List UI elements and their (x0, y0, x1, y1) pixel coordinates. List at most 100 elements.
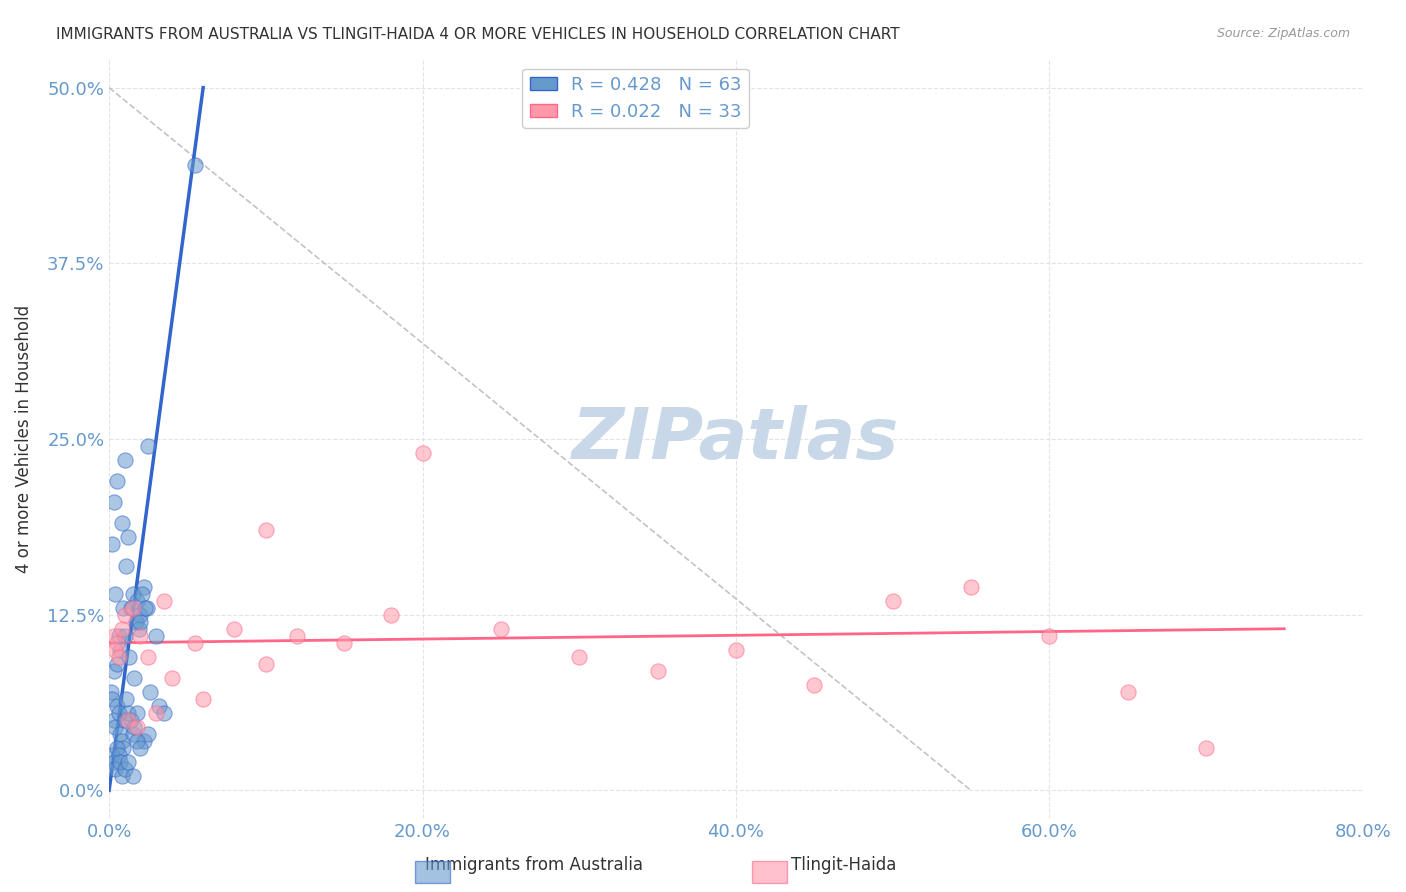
Point (117, 713, 139, 727)
Text: Source: ZipAtlas.com: Source: ZipAtlas.com (1216, 27, 1350, 40)
Point (108, 756, 131, 770)
Point (254, 657, 277, 671)
Text: IMMIGRANTS FROM AUSTRALIA VS TLINGIT-HAIDA 4 OR MORE VEHICLES IN HOUSEHOLD CORRE: IMMIGRANTS FROM AUSTRALIA VS TLINGIT-HAI… (56, 27, 900, 42)
Text: ZIPatlas: ZIPatlas (572, 405, 900, 474)
Point (121, 586, 143, 600)
Point (117, 706, 139, 720)
Point (136, 649, 159, 664)
Point (647, 664, 669, 678)
Point (105, 657, 128, 671)
Point (105, 699, 128, 714)
Point (104, 720, 127, 734)
Point (333, 636, 356, 650)
Point (120, 713, 142, 727)
Point (107, 748, 129, 763)
Point (129, 607, 152, 622)
Point (122, 720, 145, 734)
Point (380, 607, 402, 622)
Point (121, 769, 143, 783)
Point (105, 741, 128, 756)
Point (104, 762, 127, 776)
Point (184, 636, 207, 650)
Point (132, 734, 155, 748)
Point (104, 586, 127, 600)
Point (103, 664, 125, 678)
Point (568, 649, 591, 664)
Point (120, 600, 142, 615)
Point (121, 600, 143, 615)
Point (160, 671, 183, 685)
Point (153, 706, 176, 720)
Point (1116, 685, 1139, 699)
Point (136, 439, 159, 453)
Point (145, 629, 167, 643)
Point (127, 593, 149, 607)
Point (136, 727, 159, 741)
Point (139, 685, 162, 699)
Point (103, 495, 125, 509)
Point (129, 629, 152, 643)
Point (103, 756, 125, 770)
Point (127, 706, 149, 720)
Point (103, 713, 125, 727)
Point (111, 769, 134, 783)
Point (114, 453, 136, 467)
Point (111, 516, 134, 531)
Point (103, 629, 125, 643)
Point (105, 636, 128, 650)
Point (108, 643, 131, 657)
Point (125, 615, 148, 629)
Point (129, 615, 152, 629)
Point (114, 762, 136, 776)
Point (114, 713, 136, 727)
Point (1038, 629, 1060, 643)
Point (105, 474, 128, 488)
Point (148, 699, 170, 714)
Point (134, 600, 156, 615)
Text: Tlingit-Haida: Tlingit-Haida (792, 856, 896, 874)
Point (191, 692, 214, 706)
Point (135, 600, 157, 615)
Point (1195, 741, 1218, 756)
Point (114, 629, 136, 643)
Point (127, 720, 149, 734)
Point (107, 629, 129, 643)
Point (153, 593, 176, 607)
Text: Immigrants from Australia: Immigrants from Australia (425, 856, 644, 874)
Point (104, 643, 127, 657)
Point (117, 756, 139, 770)
Point (101, 537, 124, 551)
Point (101, 692, 124, 706)
Point (111, 734, 134, 748)
Point (129, 741, 152, 756)
Point (100, 685, 122, 699)
Point (115, 558, 138, 573)
Point (114, 607, 136, 622)
Point (112, 741, 135, 756)
Point (127, 734, 149, 748)
Point (411, 446, 433, 460)
Point (882, 593, 904, 607)
Point (489, 622, 512, 636)
Point (132, 580, 155, 594)
Point (121, 727, 143, 741)
Point (131, 586, 153, 600)
Y-axis label: 4 or more Vehicles in Household: 4 or more Vehicles in Household (15, 305, 32, 573)
Point (145, 706, 167, 720)
Point (128, 622, 150, 636)
Point (112, 600, 135, 615)
Point (115, 692, 138, 706)
Point (122, 671, 145, 685)
Point (107, 649, 129, 664)
Point (254, 524, 277, 538)
Point (803, 678, 825, 692)
Point (224, 622, 246, 636)
Point (101, 748, 124, 763)
Point (111, 622, 134, 636)
Point (960, 580, 983, 594)
Point (724, 643, 747, 657)
Legend: R = 0.428   N = 63, R = 0.022   N = 33: R = 0.428 N = 63, R = 0.022 N = 33 (523, 69, 749, 128)
Point (118, 649, 141, 664)
Point (117, 530, 139, 544)
Point (108, 727, 131, 741)
